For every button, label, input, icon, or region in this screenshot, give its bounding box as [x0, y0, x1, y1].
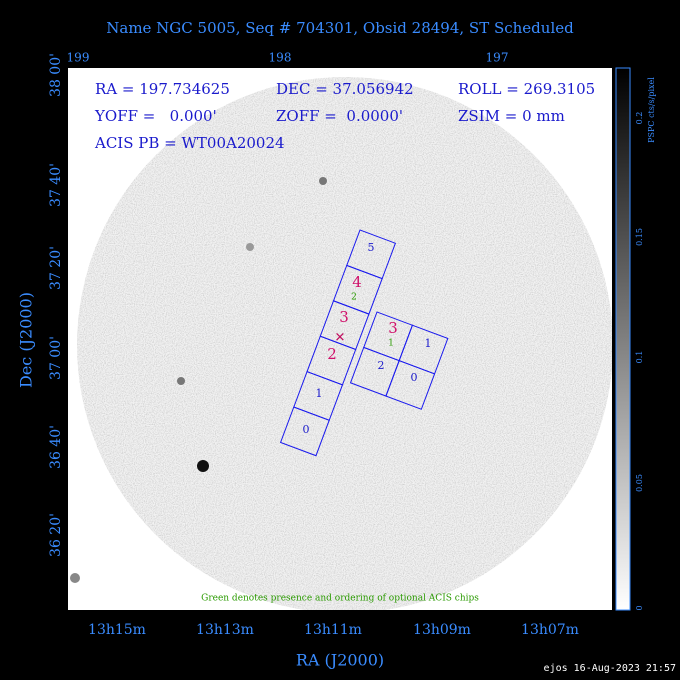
- top-tick-label: 199: [67, 51, 90, 65]
- timestamp: ejos 16-Aug-2023 21:57: [544, 663, 676, 674]
- info-line: RA = 197.734625: [95, 80, 230, 98]
- bottom-tick-label: 13h07m: [521, 622, 579, 638]
- info-line: YOFF = 0.000': [94, 107, 217, 125]
- chip-label: 0: [303, 423, 310, 436]
- info-line: ZSIM = 0 mm: [458, 107, 565, 125]
- svg-text:✕: ✕: [335, 331, 346, 346]
- info-line: ZOFF = 0.0000': [276, 107, 403, 125]
- chip-label: 4: [352, 273, 362, 291]
- optional-label: 2: [351, 293, 357, 303]
- bottom-tick-label: 13h15m: [88, 622, 146, 638]
- left-tick-label: 38 00': [48, 53, 64, 97]
- colorbar: [615, 67, 631, 611]
- chip-label: 3: [388, 319, 398, 337]
- left-tick-label: 36 20': [48, 513, 64, 557]
- chip-label: 1: [425, 337, 432, 350]
- optional-label: 1: [388, 339, 394, 349]
- info: RA = 197.734625 DEC = 37.056942 ROLL = 2…: [94, 80, 595, 152]
- top-tick-label: 197: [486, 51, 509, 65]
- colorbar-tick-label: 0: [635, 605, 644, 610]
- chip-label: 5: [368, 241, 375, 254]
- left-tick-label: 37 20': [48, 246, 64, 290]
- chips: ✕: [279, 229, 449, 457]
- left-tick-label: 37 00': [48, 336, 64, 380]
- left-axis: 38 00' 37 40' 37 20' 37 00' 36 40' 36 20…: [17, 53, 65, 557]
- colorbar-tick-label: 0.05: [635, 474, 644, 492]
- colorbar-labels: 0.2 0.15 0.1 0.05 0 PSPC cts/s/pixel: [635, 77, 656, 611]
- bottom-tick-label: 13h11m: [304, 622, 362, 638]
- title: Name NGC 5005, Seq # 704301, Obsid 28494…: [106, 19, 574, 37]
- top-axis: 199 198 197: [67, 51, 509, 65]
- chip-labels: 5 4 3 2 1 0 2 1 3 1 2 0: [303, 241, 432, 436]
- info-line: ACIS PB = WT00A20024: [94, 134, 285, 152]
- chip-label: 2: [327, 345, 337, 363]
- bottom-tick-label: 13h09m: [413, 622, 471, 638]
- info-line: ROLL = 269.3105: [458, 80, 595, 98]
- colorbar-tick-label: 0.2: [635, 112, 644, 125]
- colorbar-tick-label: 0.1: [635, 351, 644, 364]
- colorbar-tick-label: 0.15: [635, 228, 644, 246]
- chip-label: 2: [378, 359, 385, 372]
- left-axis-title: Dec (J2000): [17, 292, 36, 388]
- left-tick-label: 36 40': [48, 425, 64, 469]
- bottom-tick-label: 13h13m: [196, 622, 254, 638]
- sky-image: [70, 77, 612, 610]
- chip-label: 0: [411, 371, 418, 384]
- chip-label: 3: [339, 308, 349, 326]
- top-tick-label: 198: [269, 51, 292, 65]
- left-tick-label: 37 40': [48, 163, 64, 207]
- colorbar-title: PSPC cts/s/pixel: [647, 77, 656, 143]
- info-line: DEC = 37.056942: [276, 80, 414, 98]
- chip-label: 1: [316, 387, 323, 400]
- bottom-axis-title: RA (J2000): [296, 651, 384, 670]
- bottom-axis: 13h15m 13h13m 13h11m 13h09m 13h07m RA (J…: [88, 622, 579, 670]
- note: Green denotes presence and ordering of o…: [201, 594, 479, 604]
